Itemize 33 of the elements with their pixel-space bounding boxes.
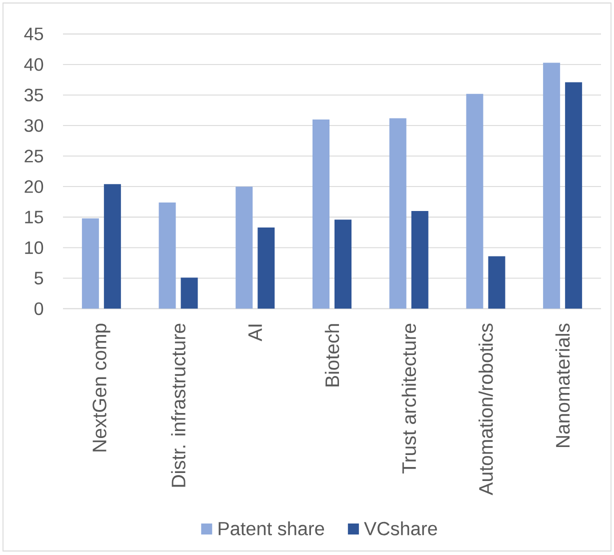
bar [543,62,560,309]
bar [104,184,121,309]
legend-label: VCshare [364,521,437,536]
x-tick-label: Automation/robotics [478,324,493,496]
bar [389,118,406,309]
y-tick-label: 40 [24,58,44,71]
bar [158,202,176,309]
x-tick-label: AI [248,324,262,342]
bar [488,256,506,309]
bar [236,186,253,309]
y-tick-label: 45 [24,28,44,40]
y-tick-label: 30 [24,119,44,132]
x-tick-label: Biotech [324,324,340,386]
y-tick-label: 0 [34,302,44,316]
bar [312,119,330,309]
y-tick-label: 15 [25,210,44,224]
x-tick-label: Nanomaterials [555,324,570,448]
y-tick-label: 35 [24,88,44,102]
bar [82,218,99,309]
x-tick-label: Trust architecture [402,324,416,474]
x-tick-label: NextGen comp [92,324,110,452]
y-tick-label: 20 [24,180,44,193]
bar [565,82,582,309]
y-tick-label: 25 [24,150,44,162]
bar [180,278,198,309]
y-tick-label: 10 [25,241,44,254]
bar [258,228,275,309]
bar [334,220,352,309]
x-tick-label: Distr. infrastructure [171,324,186,487]
y-tick-label: 5 [34,272,44,284]
legend-label: Patent share [218,521,324,536]
bar [411,211,428,309]
bar [466,94,484,309]
